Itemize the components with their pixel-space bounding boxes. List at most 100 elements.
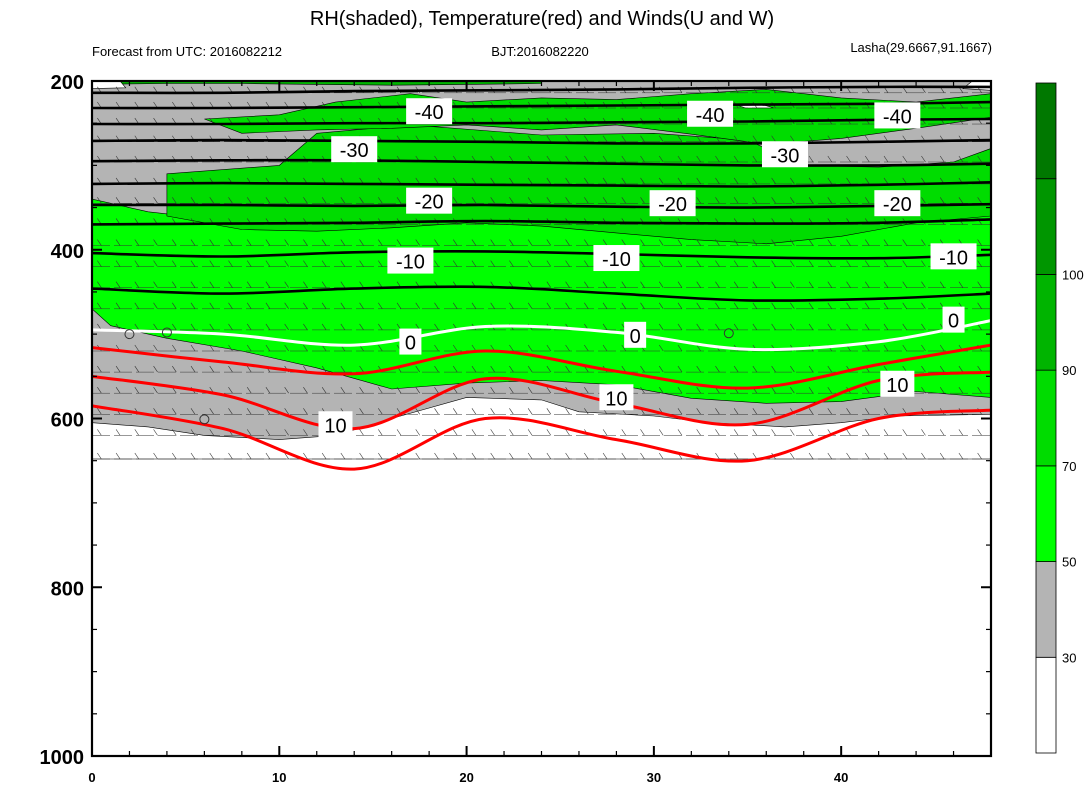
barb-tick — [153, 260, 158, 267]
colorbar-segment — [1035, 561, 1057, 658]
barb-tick — [321, 260, 327, 267]
barb-tick — [509, 239, 514, 246]
barb-tick — [434, 239, 439, 246]
barb-tick — [602, 135, 608, 142]
barb-tick — [434, 302, 439, 309]
barb-tick — [790, 177, 795, 185]
barb-tick — [921, 155, 926, 163]
barb-tick — [490, 429, 495, 436]
barb-tick — [696, 281, 701, 288]
barb-tick — [471, 239, 477, 246]
barb-tick — [509, 260, 514, 267]
barb-tick — [359, 239, 364, 246]
barb-tick — [977, 281, 982, 288]
barb-tick — [228, 452, 233, 460]
barb-tick — [490, 408, 495, 415]
isotherm-red — [92, 370, 991, 431]
barb-tick — [621, 452, 627, 460]
barb-tick — [658, 429, 664, 436]
barb-tick — [883, 408, 889, 415]
barb-tick — [115, 302, 121, 309]
barb-tick — [134, 323, 140, 331]
isotherm-zero — [92, 319, 991, 352]
barb-tick — [284, 302, 289, 309]
barb-tick — [228, 387, 233, 394]
barb-tick — [115, 197, 121, 204]
barb-tick — [808, 387, 814, 394]
barb-tick — [172, 408, 177, 415]
barb-tick — [396, 197, 402, 204]
barb-tick — [771, 429, 776, 436]
barb-tick — [527, 408, 533, 415]
barb-tick — [527, 135, 533, 142]
barb-tick — [790, 239, 795, 246]
barb-tick — [902, 344, 907, 352]
barb-tick — [602, 281, 608, 288]
barb-tick — [434, 452, 439, 460]
barb-tick — [658, 177, 664, 185]
barb-tick — [321, 239, 327, 246]
barb-tick — [284, 197, 289, 204]
barb-tick — [471, 387, 477, 394]
barb-tick — [752, 408, 758, 415]
barb-tick — [584, 135, 589, 142]
x-tick-label: 0 — [88, 770, 95, 785]
barb-tick — [621, 155, 627, 163]
x-tick-label: 10 — [272, 770, 286, 785]
barb-tick — [715, 365, 720, 373]
barb-tick — [490, 452, 495, 460]
plot-area: -40 -40 -40 -30 -30 -20 -20 -20 -10 -10 -10 0 0 0 10 10… — [92, 81, 991, 756]
barb-tick — [265, 239, 271, 246]
barb-tick — [752, 155, 758, 163]
barb-tick — [509, 365, 514, 373]
contour-label-box — [874, 190, 921, 217]
barb-tick — [471, 452, 477, 460]
barb-tick — [209, 260, 214, 267]
rh-colorbar: 30 50 70 90 100 — [1035, 82, 1084, 754]
barb-tick — [265, 387, 271, 394]
barb-tick — [733, 408, 739, 415]
calm-wind-markers — [124, 327, 734, 425]
barb-tick — [209, 302, 214, 309]
barb-tick — [265, 302, 271, 309]
barb-tick — [621, 239, 627, 246]
barb-tick — [378, 344, 383, 352]
barb-tick — [921, 302, 926, 309]
barb-tick — [490, 197, 495, 204]
barb-tick — [696, 135, 701, 142]
barb-tick — [715, 260, 720, 267]
barb-tick — [565, 197, 570, 204]
barb-tick — [359, 452, 364, 460]
barb-tick — [752, 239, 758, 246]
barb-tick — [846, 408, 851, 415]
barb-tick — [902, 281, 907, 288]
barb-tick — [827, 323, 833, 331]
barb-tick — [865, 323, 870, 331]
barb-tick — [527, 302, 533, 309]
barb-tick — [808, 302, 814, 309]
barb-tick — [190, 408, 196, 415]
barb-tick — [696, 260, 701, 267]
barb-tick — [115, 452, 121, 460]
barb-tick — [565, 281, 570, 288]
contour-label: -20 — [883, 194, 912, 216]
barb-tick — [546, 281, 552, 288]
barb-tick — [846, 429, 851, 436]
barb-tick — [452, 344, 458, 352]
barb-tick — [677, 177, 683, 185]
barb-tick — [172, 197, 177, 204]
y-tick-label: 600 — [51, 410, 84, 432]
contour-label: -20 — [415, 192, 444, 214]
barb-tick — [733, 365, 739, 373]
barb-tick — [509, 429, 514, 436]
contour-label: 0 — [405, 333, 416, 355]
barb-tick — [733, 429, 739, 436]
contour-label: -40 — [883, 106, 912, 128]
barb-tick — [415, 408, 421, 415]
barb-tick — [321, 302, 327, 309]
barb-tick — [284, 344, 289, 352]
barb-tick — [846, 155, 851, 163]
rh-dry-corner — [92, 81, 127, 89]
barb-tick — [471, 177, 477, 185]
barb-tick — [827, 177, 833, 185]
